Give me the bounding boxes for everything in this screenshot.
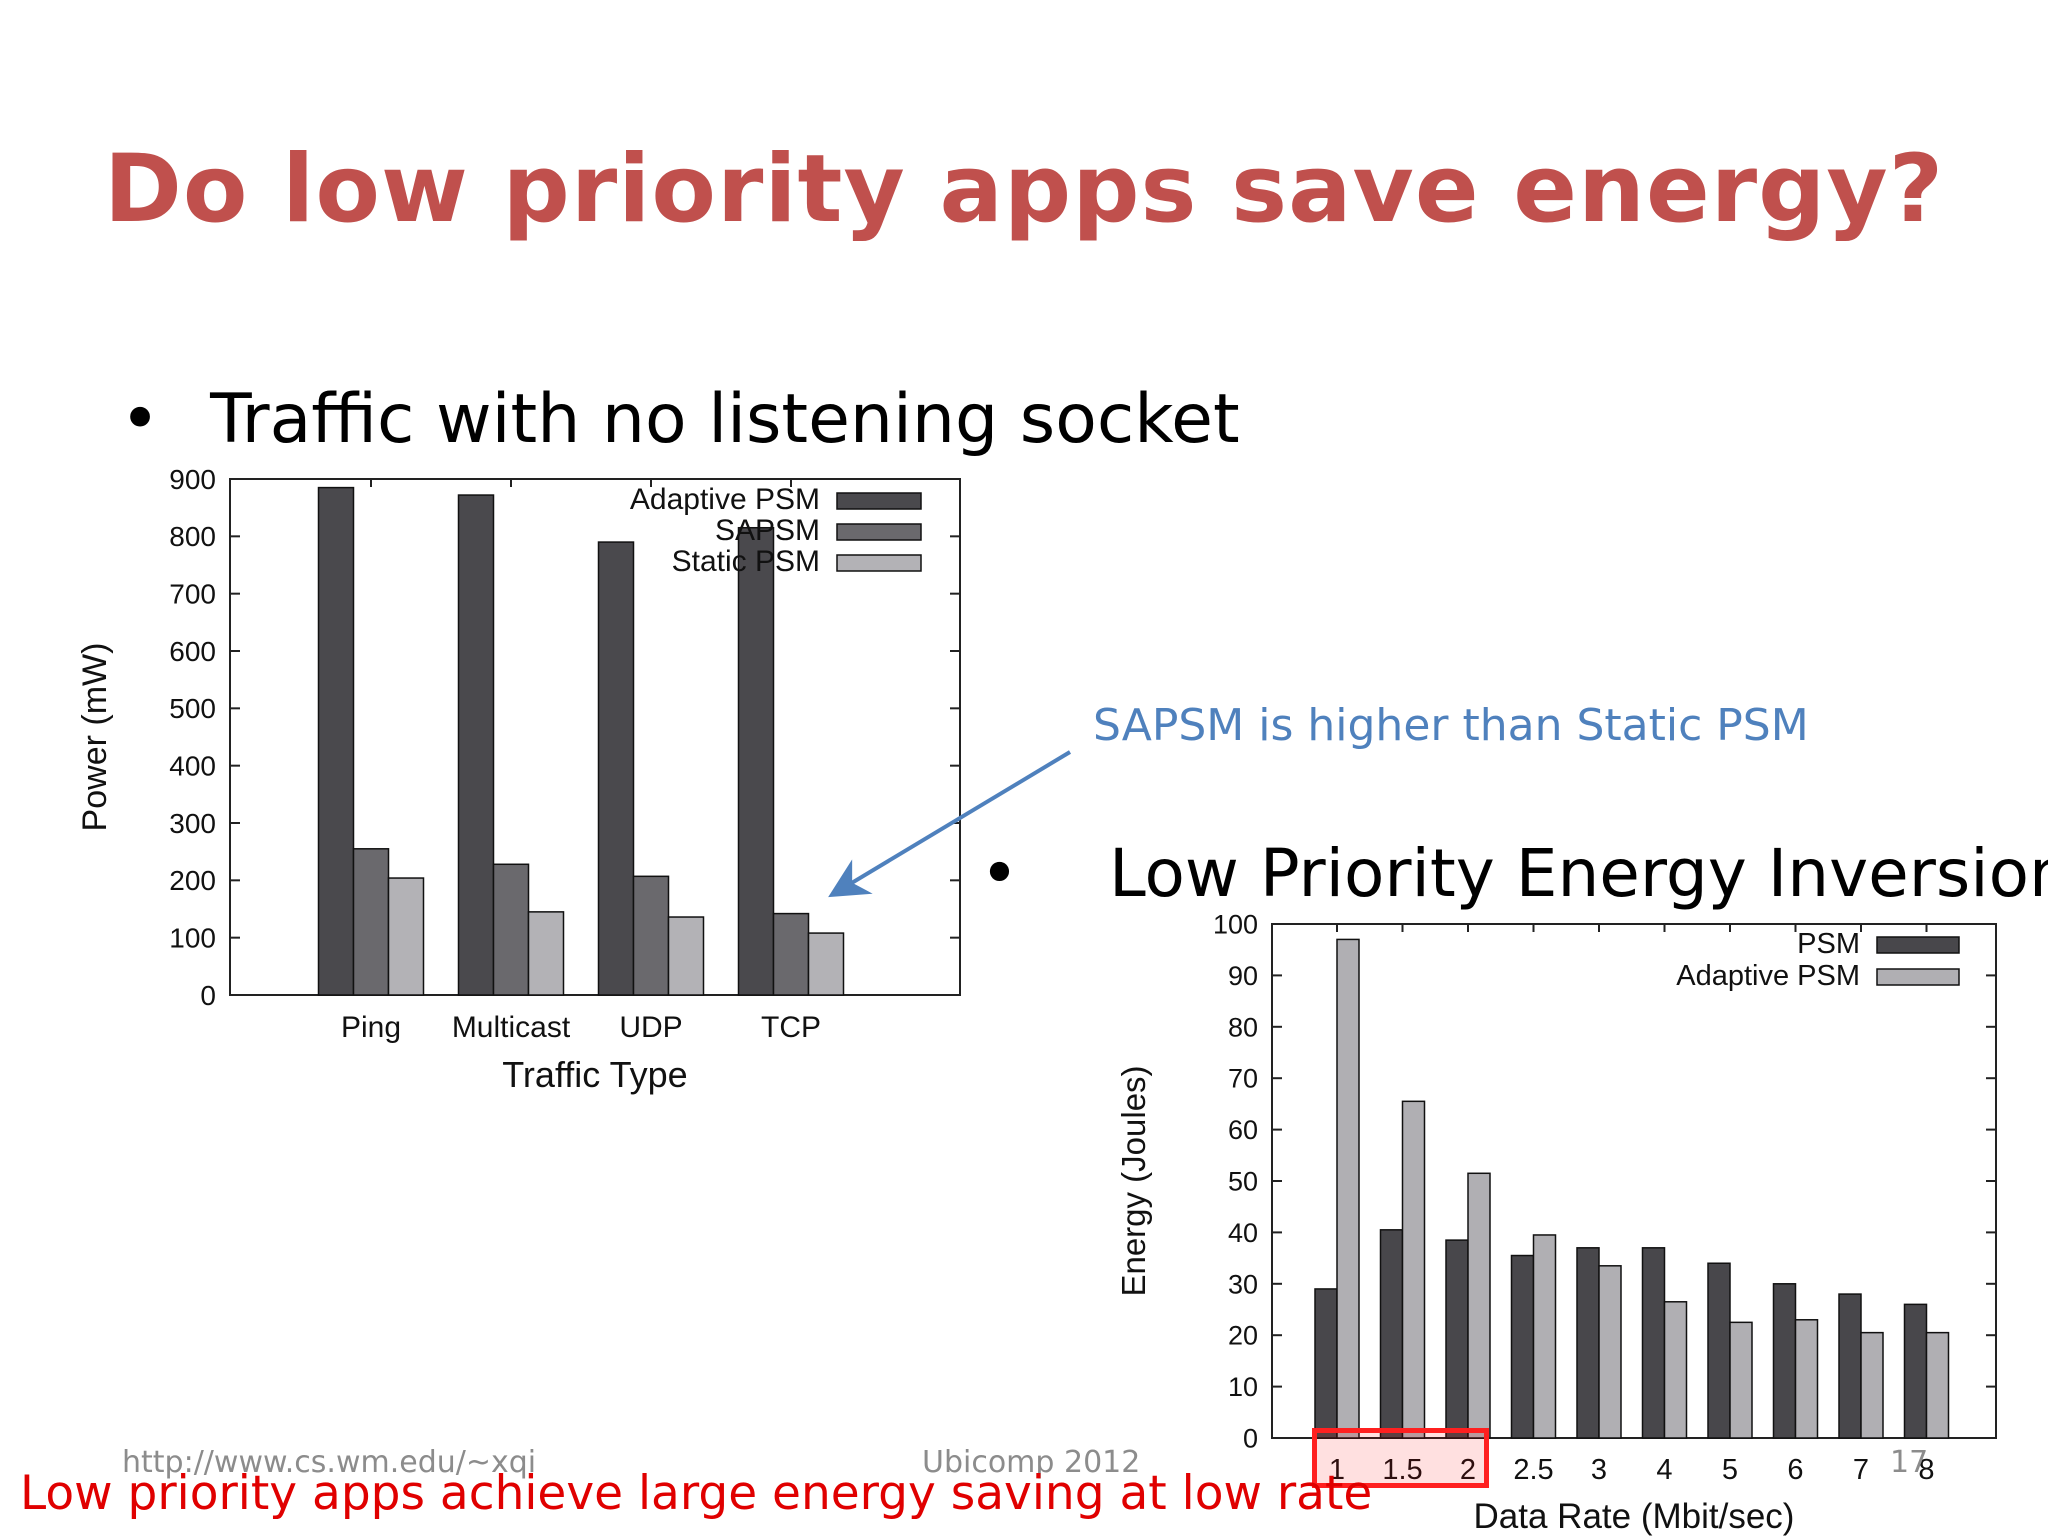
- bar: [1576, 1247, 1600, 1439]
- bottom-note: Low priority apps achieve large energy s…: [20, 1466, 1373, 1521]
- bar: [1532, 1234, 1557, 1439]
- x-axis-label: Data Rate (Mbit/sec): [1474, 1497, 1795, 1536]
- x-tick-label: UDP: [619, 1011, 682, 1044]
- bar: [807, 932, 845, 996]
- bar: [457, 494, 495, 996]
- y-axis-label: Power (mW): [76, 643, 114, 832]
- bar: [1838, 1293, 1862, 1439]
- bar: [1707, 1262, 1731, 1439]
- bar: [1445, 1239, 1469, 1439]
- bar: [1401, 1100, 1426, 1439]
- bar: [352, 848, 390, 996]
- bullet-inversion: • Low Priority Energy Inversion: [980, 835, 2048, 912]
- bar: [1794, 1319, 1819, 1439]
- bullet-text: Low Priority Energy Inversion: [1108, 835, 2048, 912]
- bar: [1641, 1247, 1666, 1439]
- bar: [492, 863, 530, 996]
- x-tick-label: 2: [1460, 1454, 1476, 1486]
- y-tick-label: 60: [1228, 1115, 1258, 1145]
- legend-label: Static PSM: [672, 545, 820, 578]
- bullet-text: Traffic with no listening socket: [210, 380, 1240, 459]
- bullet-symbol: •: [980, 835, 1019, 912]
- bar: [317, 486, 355, 996]
- x-tick-label: 4: [1656, 1454, 1672, 1486]
- x-tick-label: 3: [1591, 1454, 1607, 1486]
- y-tick-label: 80: [1228, 1012, 1258, 1042]
- bar: [1860, 1331, 1884, 1439]
- y-tick-label: 30: [1228, 1269, 1258, 1299]
- bar: [1598, 1265, 1622, 1439]
- bullet-symbol: •: [120, 380, 161, 459]
- legend-swatch: [1876, 968, 1960, 986]
- y-tick-label: 500: [169, 693, 216, 724]
- bar: [1336, 938, 1360, 1439]
- bar: [772, 912, 810, 996]
- y-axis-label: Energy (Joules): [1115, 1065, 1152, 1296]
- y-tick-label: 900: [169, 464, 216, 495]
- x-tick-label: 1: [1329, 1454, 1345, 1486]
- bar: [1663, 1301, 1688, 1439]
- legend-label: Adaptive PSM: [1676, 960, 1860, 992]
- bar: [1729, 1321, 1753, 1439]
- y-tick-label: 40: [1228, 1218, 1258, 1248]
- page-number: 17: [1890, 1445, 1929, 1480]
- y-tick-label: 400: [169, 750, 216, 781]
- legend-label: Adaptive PSM: [630, 483, 820, 516]
- bar: [387, 877, 425, 996]
- y-tick-label: 300: [169, 808, 216, 839]
- legend-swatch: [836, 554, 922, 572]
- low-rate-highlight-box: [1312, 1428, 1489, 1488]
- y-tick-label: 0: [200, 980, 216, 1011]
- bar: [667, 916, 705, 996]
- y-tick-label: 90: [1228, 961, 1258, 991]
- slide-title: Do low priority apps save energy?: [103, 135, 1945, 244]
- y-tick-label: 100: [169, 922, 216, 953]
- x-axis-label: Traffic Type: [502, 1054, 687, 1095]
- x-tick-label: 1.5: [1382, 1454, 1422, 1486]
- x-tick-label: 8: [1918, 1454, 1934, 1486]
- bar: [527, 911, 565, 996]
- x-tick-label: TCP: [761, 1011, 821, 1044]
- legend-label: SAPSM: [715, 514, 820, 547]
- legend-swatch: [1876, 936, 1960, 954]
- energy-chart: 0 10 20 30 40 50 60 70 80 90 100 Energy (Joules) 1 1.…: [1115, 909, 1997, 1536]
- x-tick-label: 6: [1787, 1454, 1803, 1486]
- power-chart: 0 100 200 300 400 500 600 700 800 900 Power (mW) Pi…: [76, 464, 961, 1095]
- bar: [737, 526, 775, 996]
- footer-url: http://www.cs.wm.edu/~xqi: [122, 1445, 537, 1480]
- x-tick-label: 7: [1853, 1454, 1869, 1486]
- y-tick-label: 200: [169, 865, 216, 896]
- plot-frame: [229, 478, 961, 996]
- x-tick-label: Ping: [341, 1011, 401, 1044]
- y-tick-label: 100: [1213, 909, 1258, 939]
- bar: [1379, 1229, 1404, 1439]
- y-tick-label: 600: [169, 636, 216, 667]
- x-tick-label: Multicast: [452, 1011, 571, 1044]
- y-tick-label: 10: [1228, 1372, 1258, 1402]
- legend-swatch: [836, 492, 922, 510]
- x-tick-label: 5: [1722, 1454, 1738, 1486]
- y-tick-label: 0: [1243, 1423, 1258, 1453]
- legend-swatch: [836, 523, 922, 541]
- y-tick-label: 800: [169, 521, 216, 552]
- bar: [1314, 1288, 1338, 1439]
- y-tick-label: 50: [1228, 1166, 1258, 1196]
- footer-conference: Ubicomp 2012: [922, 1445, 1141, 1480]
- bar: [1925, 1331, 1950, 1439]
- x-tick-label: 2.5: [1513, 1454, 1553, 1486]
- bullet-traffic: • Traffic with no listening socket: [120, 380, 1240, 459]
- callout-text: SAPSM is higher than Static PSM: [1093, 700, 1809, 751]
- legend-label: PSM: [1797, 928, 1860, 960]
- bar: [1510, 1254, 1535, 1439]
- y-tick-label: 700: [169, 578, 216, 609]
- bar: [1903, 1303, 1928, 1439]
- y-tick-label: 70: [1228, 1064, 1258, 1094]
- bar: [1467, 1172, 1491, 1439]
- y-tick-label: 20: [1228, 1321, 1258, 1351]
- bar: [632, 875, 670, 996]
- bar: [597, 541, 635, 996]
- bar: [1772, 1283, 1797, 1439]
